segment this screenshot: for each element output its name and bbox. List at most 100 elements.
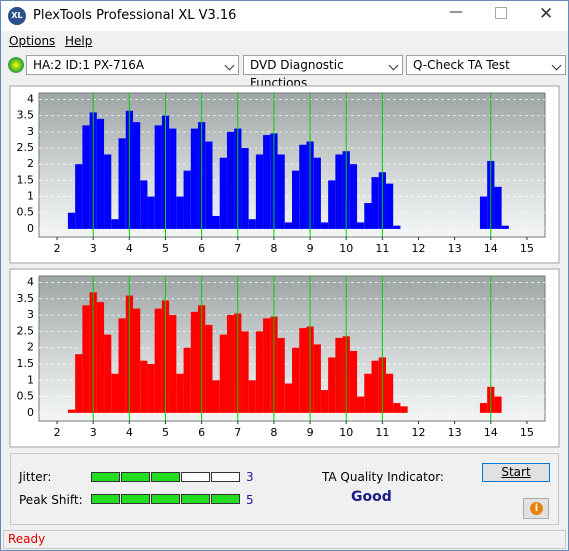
bar (385, 373, 394, 413)
bar (111, 373, 119, 413)
meter-box (181, 494, 210, 504)
y-tick-label: 4 (27, 276, 34, 289)
x-tick-label: 7 (234, 242, 241, 255)
meter-box (151, 494, 180, 504)
x-tick-label: 4 (126, 426, 133, 439)
y-tick-label: 2.5 (17, 324, 35, 337)
info-button[interactable]: i (523, 498, 549, 519)
meter-box (121, 472, 150, 482)
bar (364, 203, 372, 229)
jitter-label: Jitter: (19, 470, 52, 484)
y-tick-label: 0 (27, 406, 34, 419)
x-tick-label: 13 (448, 426, 462, 439)
close-button[interactable]: ✕ (539, 4, 554, 24)
bar (183, 347, 191, 413)
meter-box (121, 494, 150, 504)
x-tick-label: 5 (162, 426, 169, 439)
x-tick-label: 9 (307, 242, 314, 255)
x-tick-label: 14 (484, 242, 498, 255)
menu-options[interactable]: Options (9, 34, 55, 48)
maximize-button[interactable] (495, 7, 507, 19)
bar (328, 357, 336, 413)
function-select[interactable]: DVD Diagnostic Functions (243, 55, 403, 90)
bar (111, 219, 119, 229)
bar (140, 360, 148, 413)
bar (219, 157, 227, 229)
results-panel (10, 453, 559, 525)
bar (393, 403, 401, 413)
bar (277, 154, 285, 229)
bar (284, 383, 292, 413)
bar (219, 334, 227, 413)
window-title: PlexTools Professional XL V3.16 (33, 8, 237, 23)
status-text: Ready (8, 532, 46, 546)
quality-value: Good (351, 489, 392, 505)
bar (132, 308, 141, 413)
x-tick-label: 8 (270, 242, 277, 255)
bar (501, 225, 509, 229)
y-tick-label: 3.5 (17, 292, 35, 305)
bar (393, 225, 401, 229)
y-tick-label: 0.5 (17, 390, 35, 403)
bar (313, 157, 321, 229)
y-tick-label: 4 (27, 92, 34, 105)
bar (96, 302, 105, 413)
bar (385, 183, 394, 229)
bar (299, 144, 307, 229)
bar (176, 373, 184, 413)
test-select[interactable]: Q-Check TA Test (406, 55, 566, 75)
meter-box (151, 472, 180, 482)
app-icon: XL (8, 7, 26, 25)
bar (349, 350, 358, 413)
menu-help[interactable]: Help (65, 34, 92, 48)
x-tick-label: 14 (484, 426, 498, 439)
bar (75, 164, 83, 229)
y-tick-label: 2 (27, 341, 34, 354)
bar (479, 196, 488, 229)
bar (147, 196, 155, 229)
bar (132, 122, 141, 229)
bar (335, 337, 343, 413)
button-text: Start (501, 465, 531, 479)
bar (190, 128, 199, 229)
x-tick-label: 6 (198, 242, 205, 255)
bar (212, 380, 220, 413)
bar (299, 328, 307, 413)
bar (226, 131, 235, 229)
x-tick-label: 10 (339, 242, 353, 255)
meter-box (211, 494, 240, 504)
bar (241, 331, 249, 413)
bar (277, 337, 285, 413)
bar (241, 148, 249, 229)
x-tick-label: 10 (339, 426, 353, 439)
bar (313, 344, 321, 413)
bar (292, 347, 300, 413)
bar (67, 212, 76, 229)
bar (494, 186, 502, 229)
y-tick-label: 3 (27, 125, 34, 138)
status-bar: Ready (3, 530, 566, 549)
bar (147, 363, 155, 413)
start-button[interactable]: Start (482, 463, 550, 482)
peak-shift-value: 5 (246, 493, 254, 507)
y-tick-label: 1 (27, 190, 34, 203)
minimize-button[interactable]: — (449, 4, 463, 20)
bar (118, 318, 126, 413)
bar (349, 164, 358, 229)
meter-box (91, 494, 120, 504)
bar (371, 360, 379, 413)
drive-select[interactable]: HA:2 ID:1 PX-716A (26, 55, 239, 75)
bar (255, 331, 264, 413)
y-tick-label: 3 (27, 308, 34, 321)
bar (320, 222, 329, 229)
meter-box (181, 472, 210, 482)
bar (176, 196, 184, 229)
info-icon: i (530, 502, 543, 515)
bar (328, 180, 336, 229)
bar (82, 125, 90, 229)
menu-text: Options (9, 34, 56, 48)
bar (226, 315, 235, 413)
bar (169, 128, 177, 229)
y-tick-label: 1.5 (17, 357, 35, 370)
drive-icon (8, 57, 24, 73)
